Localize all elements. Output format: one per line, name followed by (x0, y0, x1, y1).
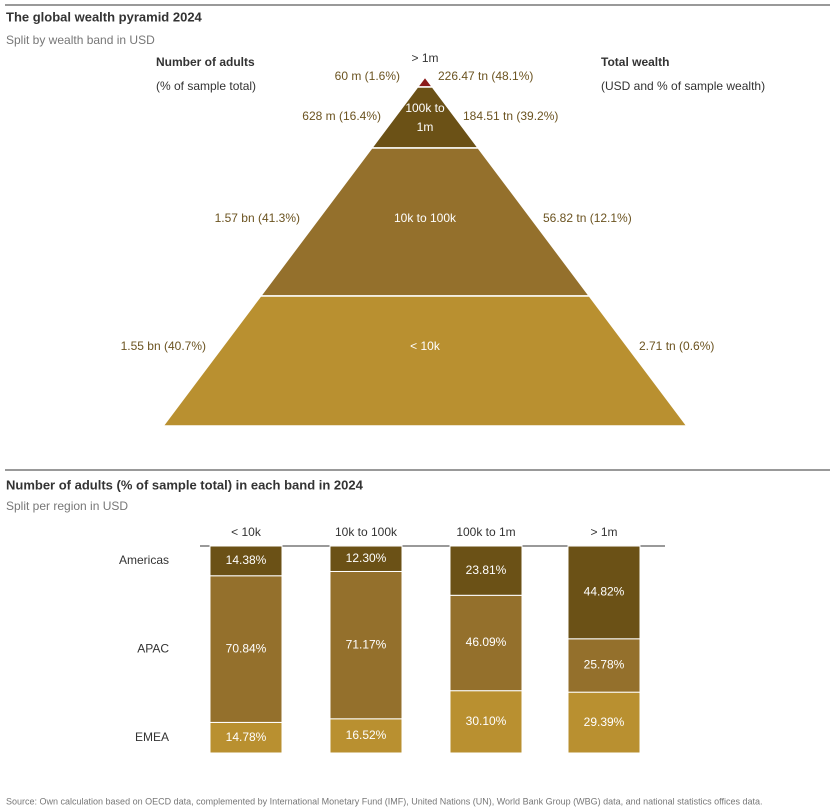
value-label: 44.82% (584, 585, 625, 599)
bar-segment (329, 718, 403, 754)
value-label: 16.52% (346, 728, 387, 742)
chart-subtitle: Split per region in USD (6, 499, 128, 513)
wealth-label: 226.47 tn (48.1%) (438, 69, 533, 83)
row-label: Americas (119, 553, 169, 567)
pyramid-level (161, 295, 689, 427)
level-label: < 10k (410, 339, 440, 353)
left-subheader: (% of sample total) (156, 79, 256, 93)
bar-segment (567, 545, 641, 640)
chart-title: Number of adults (% of sample total) in … (6, 477, 364, 492)
value-label: 14.38% (226, 553, 267, 567)
bar-segment (209, 545, 283, 577)
column-label: 100k to 1m (456, 525, 515, 539)
adults-label: 628 m (16.4%) (302, 109, 381, 123)
adults-label: 1.55 bn (40.7%) (121, 339, 206, 353)
wealth-label: 2.71 tn (0.6%) (639, 339, 714, 353)
chart-title: The global wealth pyramid 2024 (6, 9, 203, 24)
source-note: Source: Own calculation based on OECD da… (6, 796, 763, 806)
row-label: APAC (137, 641, 169, 655)
bar-segment (449, 594, 523, 692)
pyramid-level (415, 75, 435, 88)
column-label: < 10k (231, 525, 262, 539)
right-subheader: (USD and % of sample wealth) (601, 79, 765, 93)
bar-segment (209, 575, 283, 723)
row-label: EMEA (135, 730, 169, 744)
bar-segment (449, 545, 523, 596)
level-label: > 1m (411, 51, 438, 65)
right-header: Total wealth (601, 55, 669, 69)
bar-segment (567, 638, 641, 693)
value-label: 70.84% (226, 641, 267, 655)
level-label: 100k to 1m (405, 101, 445, 134)
value-label: 14.78% (226, 730, 267, 744)
value-label: 29.39% (584, 715, 625, 729)
bar-segment (567, 691, 641, 754)
value-label: 12.30% (346, 551, 387, 565)
left-header: Number of adults (156, 55, 255, 69)
bar-segment (449, 690, 523, 754)
wealth-label: 184.51 tn (39.2%) (463, 109, 558, 123)
column-label: > 1m (590, 525, 617, 539)
value-label: 23.81% (466, 563, 507, 577)
wealth-label: 56.82 tn (12.1%) (543, 211, 632, 225)
value-label: 71.17% (346, 637, 387, 651)
bar-segment (329, 545, 403, 572)
adults-label: 1.57 bn (41.3%) (215, 211, 300, 225)
value-label: 25.78% (584, 658, 625, 672)
value-label: 30.10% (466, 714, 507, 728)
chart-subtitle: Split by wealth band in USD (6, 33, 155, 47)
column-label: 10k to 100k (335, 525, 398, 539)
level-label: 10k to 100k (393, 211, 457, 225)
value-label: 46.09% (466, 635, 507, 649)
bar-segment (329, 570, 403, 720)
adults-label: 60 m (1.6%) (335, 69, 400, 83)
